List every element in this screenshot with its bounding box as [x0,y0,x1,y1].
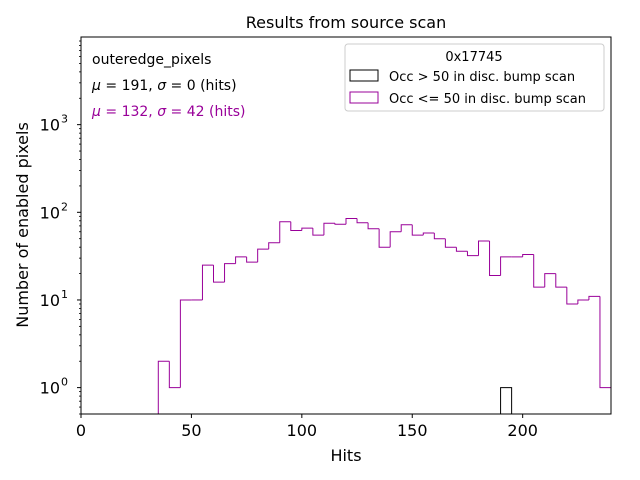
histogram-bin [566,287,578,305]
histogram-bin [157,360,170,414]
sigma-symbol: σ [157,104,167,120]
histogram-bin [400,224,413,232]
histogram-bin [544,273,556,288]
histogram-bin [279,221,291,243]
dataset-name-annotation: outeredge_pixels [92,52,211,68]
mu-value: 191 [122,78,149,94]
histogram-bin [533,254,545,288]
mu-symbol: μ [91,104,101,120]
histogram-bin [323,222,335,236]
series-low [157,217,612,414]
histogram-bin [500,387,513,414]
histogram-bin [257,248,269,263]
histogram-bin [522,254,534,257]
histogram-bin [334,223,346,225]
histogram-bin [478,240,490,256]
histogram-bin [411,224,424,236]
y-tick-label: 10 [40,291,60,310]
histogram-bin [455,247,468,252]
sigma-value: 42 [187,104,205,120]
legend-label-high: Occ > 50 in disc. bump scan [389,70,575,85]
sigma-symbol: σ [157,78,167,94]
histogram-bin [179,299,192,388]
y-tick-exponent: 2 [61,200,68,213]
unit-label: (hits) [209,104,245,120]
histogram-bin [201,264,214,300]
histogram-bin [213,265,225,283]
x-tick-label: 50 [181,421,201,440]
legend-title: 0x17745 [445,50,502,65]
histogram-bin [301,227,313,231]
histogram-bin [345,217,358,225]
chart-title: Results from source scan [246,13,446,32]
stats-high-annotation: μ = 191, σ = 0 (hits) [91,78,237,94]
legend-frame [344,43,605,112]
x-axis-label: Hits [330,446,361,465]
histogram-bin [290,221,302,232]
stats-low-annotation: μ = 132, σ = 42 (hits) [91,104,245,120]
histogram-bin [500,256,512,276]
x-tick-label: 200 [507,421,538,440]
histogram-bin [224,263,236,283]
mu-symbol: μ [91,78,101,94]
sigma-value: 0 [187,78,196,94]
histogram-bin [389,231,402,248]
legend-label-low: Occ <= 50 in disc. bump scan [389,92,586,107]
y-tick-label: 10 [40,116,60,135]
histogram-bin [444,238,457,248]
histogram-bin [577,299,589,304]
series-high [500,387,513,414]
y-tick-label: 10 [40,379,60,398]
x-tick-label: 150 [397,421,428,440]
mu-value: 132 [122,104,149,120]
y-tick-label: 10 [40,203,60,222]
histogram-bin [168,361,181,389]
histogram-bin [422,232,435,236]
legend-swatch-high [349,69,379,82]
histogram-bin [599,296,612,414]
histogram-bin [466,251,479,257]
x-tick-label: 0 [76,421,86,440]
histogram-bin [555,273,567,288]
unit-label: (hits) [200,78,236,94]
legend: 0x17745 Occ > 50 in disc. bump scan Occ … [344,43,605,112]
histogram-bin [588,295,600,300]
y-tick-exponent: 3 [61,113,68,126]
x-tick-label: 100 [287,421,318,440]
histogram-bin [378,228,391,248]
histogram-bin [433,233,446,240]
legend-swatch-low [349,91,379,104]
histogram-bin [246,256,258,263]
histogram-bin [268,242,280,250]
histogram-bin [312,228,324,236]
histogram-bin [489,241,501,277]
histogram-bin [356,218,369,224]
histogram-bin [367,222,380,230]
y-tick-exponent: 0 [61,376,68,389]
histogram-bin [235,256,247,264]
y-tick-exponent: 1 [61,288,68,301]
y-axis-label: Number of enabled pixels [13,122,32,328]
